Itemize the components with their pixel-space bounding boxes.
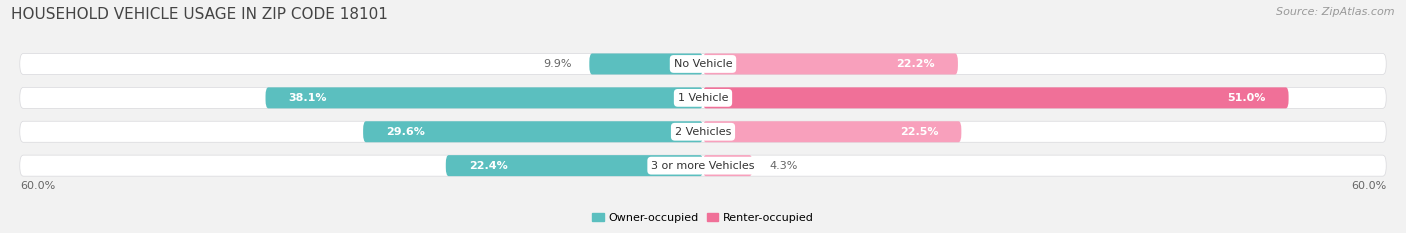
Text: 60.0%: 60.0% bbox=[1351, 181, 1386, 191]
FancyBboxPatch shape bbox=[266, 87, 703, 108]
Legend: Owner-occupied, Renter-occupied: Owner-occupied, Renter-occupied bbox=[588, 208, 818, 227]
Text: 29.6%: 29.6% bbox=[387, 127, 425, 137]
Text: 4.3%: 4.3% bbox=[769, 161, 799, 171]
Text: 22.5%: 22.5% bbox=[900, 127, 938, 137]
Text: No Vehicle: No Vehicle bbox=[673, 59, 733, 69]
Text: 38.1%: 38.1% bbox=[288, 93, 328, 103]
Text: 3 or more Vehicles: 3 or more Vehicles bbox=[651, 161, 755, 171]
Text: HOUSEHOLD VEHICLE USAGE IN ZIP CODE 18101: HOUSEHOLD VEHICLE USAGE IN ZIP CODE 1810… bbox=[11, 7, 388, 22]
Text: 51.0%: 51.0% bbox=[1227, 93, 1265, 103]
FancyBboxPatch shape bbox=[589, 53, 703, 75]
FancyBboxPatch shape bbox=[363, 121, 703, 142]
Text: 2 Vehicles: 2 Vehicles bbox=[675, 127, 731, 137]
FancyBboxPatch shape bbox=[20, 87, 1386, 108]
FancyBboxPatch shape bbox=[703, 155, 752, 176]
FancyBboxPatch shape bbox=[703, 53, 957, 75]
Text: 60.0%: 60.0% bbox=[20, 181, 55, 191]
FancyBboxPatch shape bbox=[20, 155, 1386, 176]
Text: 22.2%: 22.2% bbox=[896, 59, 935, 69]
FancyBboxPatch shape bbox=[446, 155, 703, 176]
Text: Source: ZipAtlas.com: Source: ZipAtlas.com bbox=[1277, 7, 1395, 17]
Text: 9.9%: 9.9% bbox=[544, 59, 572, 69]
Text: 1 Vehicle: 1 Vehicle bbox=[678, 93, 728, 103]
FancyBboxPatch shape bbox=[20, 121, 1386, 142]
FancyBboxPatch shape bbox=[20, 53, 1386, 75]
Text: 22.4%: 22.4% bbox=[468, 161, 508, 171]
FancyBboxPatch shape bbox=[703, 121, 962, 142]
FancyBboxPatch shape bbox=[703, 87, 1289, 108]
